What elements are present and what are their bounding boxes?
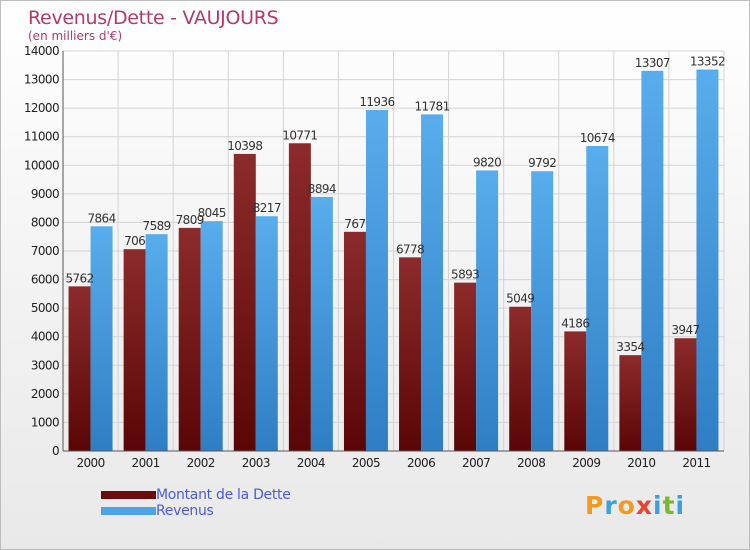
bar-dette bbox=[454, 282, 477, 451]
logo-letter: r bbox=[604, 491, 618, 520]
x-tick-label: 2000 bbox=[76, 456, 104, 470]
data-label-revenus: 11781 bbox=[414, 99, 449, 113]
bar-revenus bbox=[586, 146, 609, 451]
y-tick-label: 7000 bbox=[31, 244, 59, 258]
data-label-dette: 5049 bbox=[506, 292, 534, 306]
bar-revenus bbox=[696, 69, 719, 451]
legend-label-dette: Montant de la Dette bbox=[156, 487, 291, 503]
data-label-dette: 3354 bbox=[616, 340, 644, 354]
legend: Montant de la Dette Revenus bbox=[101, 487, 291, 519]
bar-dette bbox=[288, 143, 311, 451]
data-label-revenus: 7589 bbox=[143, 219, 171, 233]
y-tick-label: 8000 bbox=[31, 215, 59, 229]
bar-revenus bbox=[476, 170, 499, 451]
data-label-revenus: 9792 bbox=[528, 156, 556, 170]
bar-revenus bbox=[365, 109, 388, 451]
data-label-revenus: 13307 bbox=[635, 56, 670, 70]
y-tick-label: 3000 bbox=[31, 358, 59, 372]
data-label-dette: 6778 bbox=[396, 242, 424, 256]
y-tick-label: 9000 bbox=[31, 187, 59, 201]
bar-dette bbox=[343, 231, 366, 451]
y-tick-label: 2000 bbox=[31, 387, 59, 401]
data-label-revenus: 9820 bbox=[473, 155, 501, 169]
data-label-revenus: 8894 bbox=[308, 182, 336, 196]
bar-dette bbox=[619, 355, 642, 451]
bar-dette bbox=[564, 331, 587, 451]
logo-letter: P bbox=[585, 491, 605, 520]
x-tick-label: 2011 bbox=[682, 456, 710, 470]
y-tick-label: 1000 bbox=[31, 415, 59, 429]
bar-revenus bbox=[531, 171, 554, 451]
x-tick-label: 2009 bbox=[572, 456, 600, 470]
bars bbox=[68, 69, 719, 452]
proxiti-logo: Proxiti bbox=[585, 491, 685, 520]
legend-item-dette: Montant de la Dette bbox=[101, 487, 291, 503]
y-tick-label: 12000 bbox=[24, 101, 59, 115]
x-tick-label: 2001 bbox=[132, 456, 160, 470]
logo-letter: o bbox=[617, 491, 636, 520]
legend-swatch-dette bbox=[101, 491, 156, 499]
bar-dette bbox=[509, 306, 532, 451]
y-tick-label: 0 bbox=[52, 444, 59, 458]
data-label-revenus: 7864 bbox=[87, 211, 115, 225]
data-label-dette: 767 bbox=[344, 217, 365, 231]
x-tick-label: 2002 bbox=[187, 456, 215, 470]
bar-dette bbox=[399, 257, 422, 451]
chart-subtitle: (en milliers d'€) bbox=[28, 29, 123, 43]
bar-revenus bbox=[255, 216, 278, 451]
data-label-dette: 706 bbox=[124, 234, 145, 248]
data-label-dette: 7809 bbox=[176, 213, 204, 227]
logo-letter: i bbox=[675, 491, 686, 520]
y-tick-label: 6000 bbox=[31, 273, 59, 287]
y-tick-label: 4000 bbox=[31, 330, 59, 344]
legend-swatch-revenus bbox=[101, 507, 156, 515]
y-tick-label: 10000 bbox=[24, 158, 59, 172]
data-label-revenus: 8045 bbox=[198, 206, 226, 220]
y-tick-label: 11000 bbox=[24, 130, 59, 144]
grid-lines bbox=[62, 50, 725, 452]
bar-revenus bbox=[421, 114, 444, 452]
x-tick-label: 2004 bbox=[297, 456, 325, 470]
data-label-revenus: 10674 bbox=[580, 131, 615, 145]
chart-title: Revenus/Dette - VAUJOURS bbox=[28, 7, 279, 29]
data-label-dette: 10398 bbox=[227, 139, 262, 153]
bar-revenus bbox=[145, 234, 168, 451]
x-tick-label: 2008 bbox=[517, 456, 545, 470]
x-tick-label: 2007 bbox=[462, 456, 490, 470]
y-tick-label: 5000 bbox=[31, 301, 59, 315]
x-tick-label: 2003 bbox=[242, 456, 270, 470]
x-tick-label: 2006 bbox=[407, 456, 435, 470]
legend-item-revenus: Revenus bbox=[101, 503, 291, 519]
bar-revenus bbox=[200, 221, 223, 451]
data-label-dette: 4186 bbox=[561, 316, 589, 330]
bar-dette bbox=[68, 286, 91, 451]
data-label-dette: 3947 bbox=[671, 323, 699, 337]
axes: 0 1000 2000 3000 4000 5000 6000 7000 8000 9000 100… bbox=[24, 44, 724, 470]
bar-revenus bbox=[310, 196, 333, 451]
bar-dette bbox=[123, 249, 146, 451]
logo-letter: i bbox=[653, 491, 663, 520]
data-label-revenus: 11936 bbox=[359, 95, 394, 109]
bar-revenus bbox=[641, 70, 664, 452]
y-tick-label: 13000 bbox=[24, 73, 59, 87]
x-tick-label: 2005 bbox=[352, 456, 380, 470]
data-label-revenus: 8217 bbox=[253, 201, 281, 215]
x-tick-label: 2010 bbox=[627, 456, 655, 470]
legend-label-revenus: Revenus bbox=[156, 503, 214, 519]
logo-letter: x bbox=[635, 491, 653, 520]
logo-letter: t bbox=[662, 491, 676, 520]
data-label-revenus: 13352 bbox=[690, 55, 725, 69]
bar-dette bbox=[233, 153, 256, 451]
data-label-dette: 5762 bbox=[65, 271, 93, 285]
bar-dette bbox=[178, 227, 201, 451]
data-label-dette: 5893 bbox=[451, 268, 479, 282]
bar-revenus bbox=[90, 226, 113, 451]
bar-dette bbox=[674, 338, 697, 451]
data-label-dette: 10771 bbox=[282, 128, 317, 142]
y-tick-label: 14000 bbox=[24, 44, 59, 58]
